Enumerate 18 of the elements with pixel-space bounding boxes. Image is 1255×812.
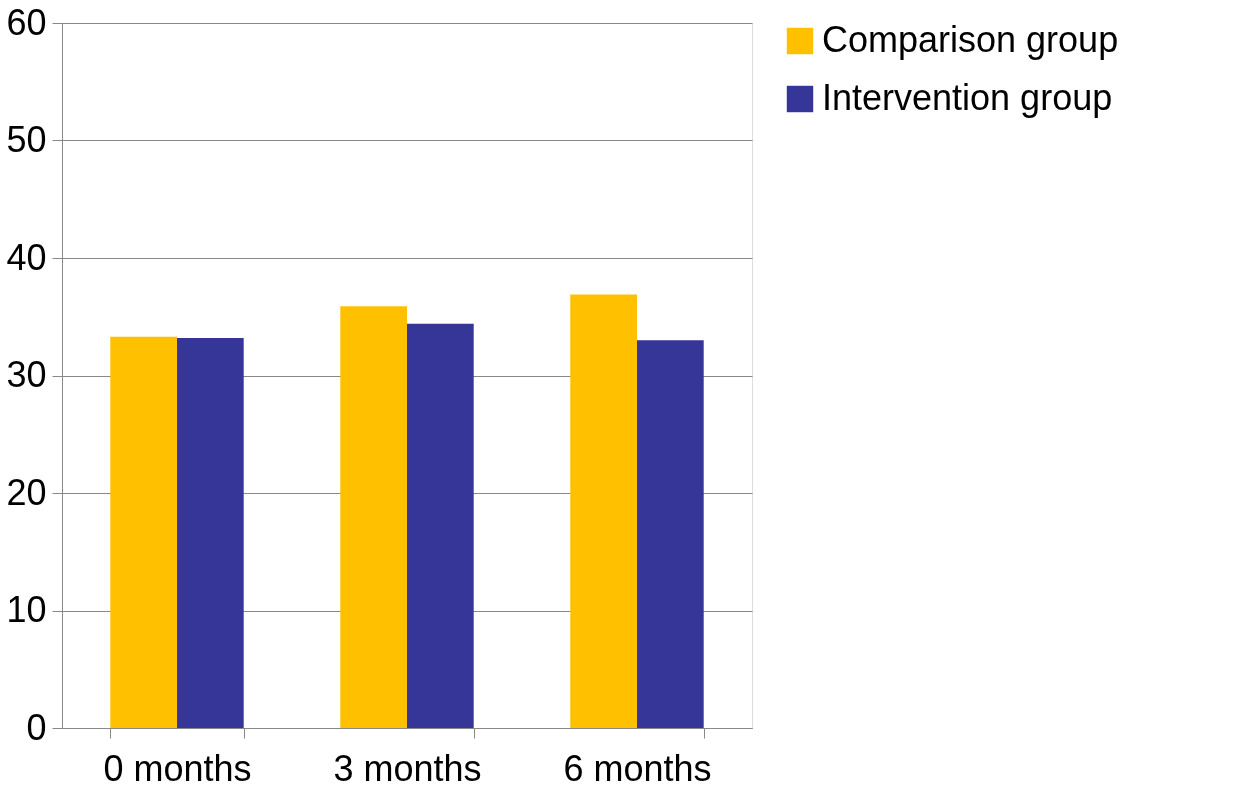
legend-label: Comparison group [822, 19, 1119, 60]
bar [177, 337, 244, 728]
y-tick-label: 20 [6, 471, 47, 513]
legend-label: Intervention group [822, 77, 1113, 118]
y-tick-label: 40 [6, 236, 47, 278]
bar [570, 294, 637, 728]
x-tick-label: 3 months [333, 747, 482, 789]
bar [340, 306, 407, 728]
x-tick-label: 0 months [103, 747, 252, 789]
bar [407, 323, 474, 728]
y-tick-label: 0 [26, 706, 47, 748]
bar [637, 340, 704, 728]
y-tick-label: 30 [6, 354, 47, 395]
bar [110, 336, 177, 728]
x-tick-label: 6 months [563, 747, 712, 789]
y-tick-label: 60 [6, 1, 47, 43]
y-tick-label: 10 [6, 589, 47, 630]
y-tick-label: 50 [6, 119, 47, 160]
